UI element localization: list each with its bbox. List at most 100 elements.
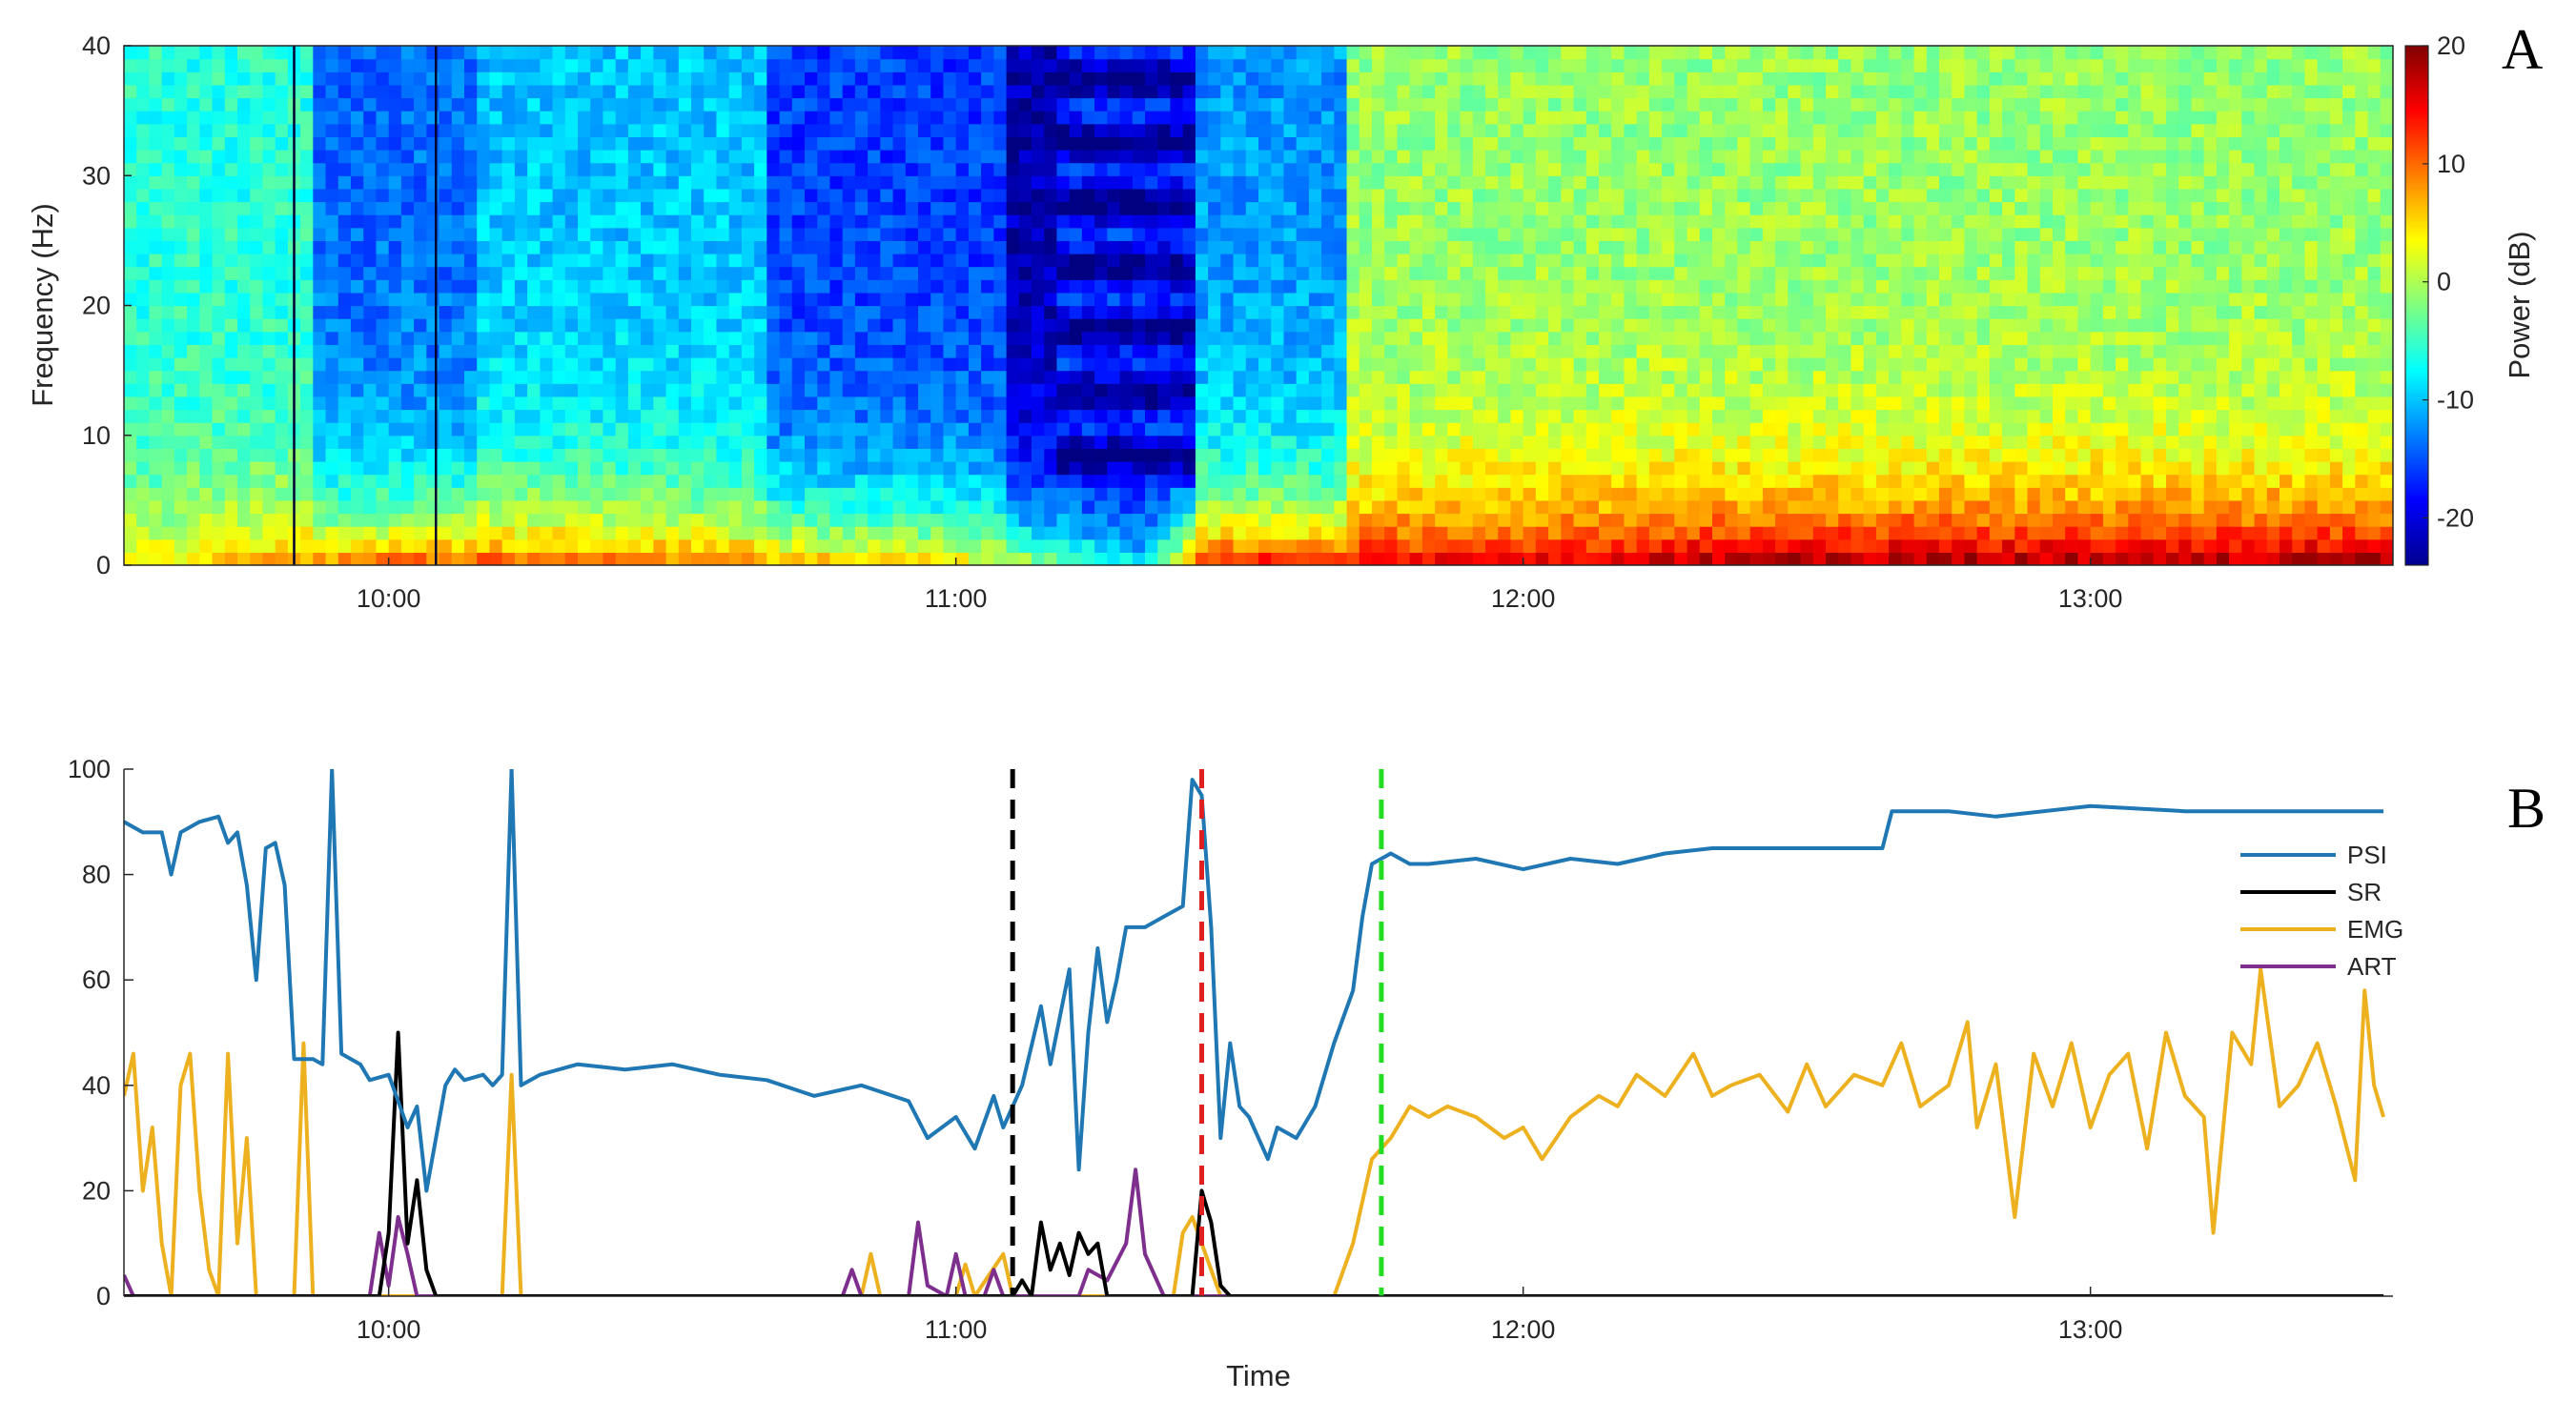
spectrogram-cell [363, 123, 378, 137]
spectrogram-cell [691, 162, 705, 176]
spectrogram-cell [791, 305, 806, 319]
spectrogram-cell [187, 279, 200, 294]
spectrogram-cell [1460, 162, 1474, 176]
spectrogram-cell [501, 305, 516, 319]
spectrogram-cell [716, 175, 730, 190]
spectrogram-cell [300, 396, 314, 411]
spectrogram-cell [627, 487, 642, 501]
spectrogram-cell [262, 513, 276, 527]
spectrogram-cell [615, 227, 629, 241]
spectrogram-cell [728, 201, 743, 215]
spectrogram-cell [514, 279, 528, 294]
spectrogram-cell [892, 396, 907, 411]
spectrogram-cell [337, 254, 352, 268]
spectrogram-cell [993, 383, 1008, 397]
spectrogram-cell [199, 266, 214, 280]
spectrogram-cell [1044, 240, 1058, 254]
spectrogram-cell [653, 331, 667, 345]
spectrogram-cell [477, 461, 491, 476]
spectrogram-cell [351, 396, 364, 411]
spectrogram-cell [1182, 499, 1196, 515]
spectrogram-cell [993, 409, 1008, 423]
spectrogram-cell [250, 474, 264, 488]
spectrogram-cell [426, 538, 440, 553]
spectrogram-cell [1662, 254, 1675, 268]
spectrogram-cell [439, 254, 453, 268]
spectrogram-cell [1283, 487, 1298, 501]
spectrogram-cell [174, 84, 188, 99]
spectrogram-cell [779, 383, 793, 397]
spectrogram-cell [1182, 201, 1196, 215]
spectrogram-cell [1359, 383, 1373, 397]
spectrogram-cell [262, 266, 276, 280]
spectrogram-cell [426, 396, 440, 411]
spectrogram-cell [224, 136, 238, 151]
spectrogram-cell [754, 383, 767, 397]
spectrogram-cell [1094, 305, 1108, 319]
spectrogram-cell [767, 71, 781, 86]
spectrogram-cell [981, 162, 994, 176]
spectrogram-cell [1145, 162, 1158, 176]
spectrogram-cell [1044, 538, 1058, 553]
spectrogram-cell [1245, 344, 1259, 358]
spectrogram-cell [955, 58, 970, 72]
spectrogram-cell [136, 409, 151, 423]
spectrogram-cell [678, 318, 692, 333]
spectrogram-cell [1069, 318, 1083, 333]
spectrogram-cell [603, 344, 617, 358]
spectrogram-cell [514, 292, 528, 307]
spectrogram-cell [1472, 214, 1486, 229]
spectrogram-cell [728, 331, 743, 345]
spectrogram-cell [1624, 240, 1638, 254]
spectrogram-cell [1523, 435, 1537, 449]
spectrogram-cell [1624, 318, 1638, 333]
spectrogram-cell [161, 305, 175, 319]
spectrogram-cell [1421, 383, 1436, 397]
spectrogram-cell [464, 499, 478, 515]
spectrogram-cell [1132, 175, 1146, 190]
spectrogram-cell [1170, 487, 1184, 501]
spectrogram-cell [313, 97, 327, 112]
spectrogram-cell [842, 136, 856, 151]
spectrogram-cell [1573, 499, 1587, 515]
spectrogram-cell [1460, 254, 1474, 268]
spectrogram-cell [1648, 111, 1663, 125]
spectrogram-cell [149, 552, 163, 565]
spectrogram-cell [1094, 461, 1108, 476]
spectrogram-cell [1233, 409, 1247, 423]
spectrogram-cell [1334, 136, 1348, 151]
spectrogram-cell [892, 214, 907, 229]
spectrogram-cell [918, 344, 931, 358]
spectrogram-cell [400, 279, 415, 294]
spectrogram-cell [1208, 318, 1221, 333]
spectrogram-cell [1372, 136, 1385, 151]
spectrogram-cell [1662, 552, 1675, 565]
spectrogram-cell [136, 111, 151, 125]
spectrogram-cell [1460, 396, 1474, 411]
spectrogram-cell [1220, 499, 1235, 515]
spectrogram-cell [1648, 123, 1663, 137]
spectrogram-cell [1271, 279, 1285, 294]
spectrogram-cell [1611, 422, 1625, 437]
spectrogram-cell [805, 175, 818, 190]
spectrogram-cell [552, 150, 566, 164]
spectrogram-cell [1081, 396, 1095, 411]
spectrogram-cell [829, 331, 844, 345]
spectrogram-cell [388, 254, 402, 268]
spectrogram-cell [1535, 201, 1549, 215]
spectrogram-cell [1107, 175, 1121, 190]
spectrogram-cell [1334, 201, 1348, 215]
spectrogram-cell [1421, 448, 1436, 462]
spectrogram-cell [880, 279, 894, 294]
spectrogram-cell [275, 214, 289, 229]
spectrogram-cell [1460, 292, 1474, 307]
spectrogram-cell [363, 409, 378, 423]
spectrogram-cell [313, 111, 327, 125]
spectrogram-cell [426, 188, 440, 203]
spectrogram-cell [1662, 357, 1675, 372]
spectrogram-cell [237, 58, 251, 72]
spectrogram-cell [237, 175, 251, 190]
spectrogram-cell [1599, 552, 1612, 565]
spectrogram-cell [653, 254, 667, 268]
spectrogram-cell [791, 58, 806, 72]
